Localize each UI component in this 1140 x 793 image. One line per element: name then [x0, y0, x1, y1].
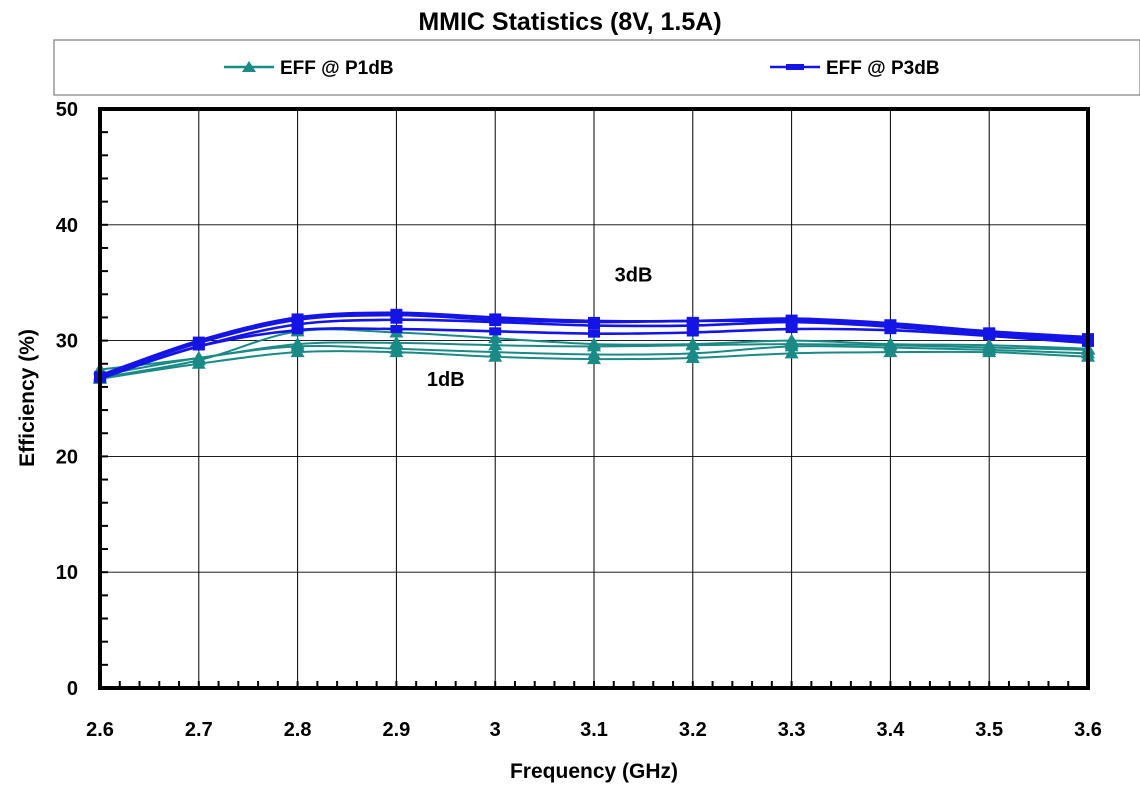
x-tick-label: 2.6: [86, 719, 114, 741]
y-tick-label: 20: [56, 446, 78, 468]
x-tick-label: 3.4: [876, 719, 905, 741]
dash-point-marker: [884, 326, 897, 335]
dash-point-marker: [489, 327, 502, 336]
y-tick-label: 50: [56, 99, 78, 121]
dash-point-marker: [785, 325, 798, 334]
dash-point-marker: [192, 342, 205, 351]
legend: EFF @ P1dB EFF @ P3dB: [53, 39, 1140, 96]
x-tick-label: 3.2: [679, 719, 707, 741]
y-tick-label: 0: [67, 678, 78, 700]
triangle-point-marker: [191, 353, 206, 366]
dash-point-marker: [983, 331, 996, 340]
legend-label-p3db: EFF @ P3dB: [826, 58, 940, 79]
y-tick-label: 10: [56, 562, 78, 584]
triangle-point-marker: [784, 346, 799, 359]
legend-box: [53, 39, 1140, 96]
dash-point-marker: [686, 328, 699, 337]
legend-item-p1db: EFF @ P1dB: [224, 58, 394, 79]
annotation-label: 3dB: [615, 265, 653, 287]
triangle-point-marker: [982, 345, 997, 358]
dash-point-marker: [390, 315, 403, 324]
dash-point-marker: [785, 318, 798, 327]
y-tick-label: 30: [56, 331, 78, 353]
triangle-point-marker: [982, 338, 997, 351]
dash-point-marker: [390, 325, 403, 334]
triangle-point-marker: [883, 337, 898, 350]
dash-point-marker: [588, 321, 600, 330]
triangle-point-marker: [488, 331, 503, 344]
triangle-point-marker: [587, 337, 601, 350]
y-tick-label: 40: [56, 215, 78, 237]
triangle-point-marker: [587, 352, 601, 365]
triangle-point-marker: [488, 338, 503, 351]
dash-point-marker: [588, 329, 600, 338]
dash-point-marker: [291, 326, 304, 335]
x-tick-label: 2.8: [284, 719, 312, 741]
triangle-point-marker: [883, 345, 898, 358]
grid: [100, 109, 1088, 688]
legend-triangle-marker-icon: [242, 61, 256, 72]
x-tick-label: 3: [490, 719, 501, 741]
dash-point-marker: [489, 318, 502, 327]
triangle-point-marker: [488, 349, 503, 362]
x-tick-label: 3.3: [778, 719, 806, 741]
x-tick-label: 3.1: [580, 719, 608, 741]
annotation-label: 1dB: [427, 369, 465, 391]
x-tick-label: 2.9: [382, 719, 410, 741]
dash-point-marker: [686, 316, 699, 325]
legend-label-p1db: EFF @ P1dB: [280, 58, 394, 79]
x-tick-label: 3.5: [975, 719, 1003, 741]
dash-point-marker: [291, 320, 304, 329]
annotations: 3dB 1dB: [427, 265, 653, 391]
triangle-point-marker: [290, 345, 305, 358]
legend-item-p3db: EFF @ P3dB: [770, 58, 940, 79]
ticks: 2.6 2.7 2.8 2.9 3 3.1 3.2 3.3 3.4 3.5 3.6 0 10 20 30 40…: [56, 99, 1102, 741]
dash-point-marker: [686, 321, 699, 330]
x-tick-label: 3.6: [1074, 719, 1102, 741]
triangle-point-marker: [685, 350, 700, 363]
dash-point-marker: [390, 311, 403, 320]
triangle-point-marker: [685, 337, 700, 350]
chart-title: MMIC Statistics (8V, 1.5A): [418, 8, 721, 36]
y-axis-label: Efficiency (%): [16, 329, 39, 467]
x-tick-label: 2.7: [185, 719, 213, 741]
legend-dash-marker-icon: [786, 64, 804, 70]
triangle-point-marker: [784, 333, 799, 346]
x-axis-label: Frequency (GHz): [510, 760, 678, 783]
series-layer: [93, 308, 1095, 384]
plot-frame: [98, 107, 1090, 690]
dash-point-marker: [291, 315, 304, 324]
triangle-point-marker: [389, 345, 404, 358]
